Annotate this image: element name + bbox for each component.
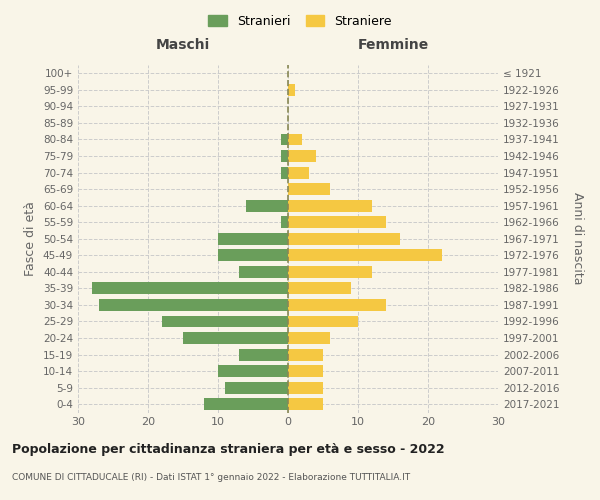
Bar [239, 266, 288, 278]
Bar [288, 134, 302, 145]
Bar [288, 299, 386, 311]
Bar [288, 382, 323, 394]
Bar [288, 398, 323, 410]
Text: Femmine: Femmine [358, 38, 428, 52]
Bar [288, 365, 323, 377]
Bar [281, 216, 288, 228]
Bar [218, 365, 288, 377]
Bar [204, 398, 288, 410]
Bar [288, 332, 330, 344]
Bar [288, 183, 330, 195]
Bar [218, 233, 288, 244]
Bar [288, 84, 295, 96]
Bar [239, 348, 288, 360]
Bar [288, 233, 400, 244]
Bar [288, 150, 316, 162]
Legend: Stranieri, Straniere: Stranieri, Straniere [205, 11, 395, 32]
Bar [288, 166, 309, 178]
Bar [288, 282, 351, 294]
Bar [288, 216, 386, 228]
Bar [281, 166, 288, 178]
Text: Maschi: Maschi [156, 38, 210, 52]
Bar [183, 332, 288, 344]
Bar [218, 250, 288, 262]
Bar [288, 348, 323, 360]
Bar [288, 266, 372, 278]
Bar [225, 382, 288, 394]
Bar [246, 200, 288, 211]
Bar [92, 282, 288, 294]
Text: Popolazione per cittadinanza straniera per età e sesso - 2022: Popolazione per cittadinanza straniera p… [12, 442, 445, 456]
Bar [288, 316, 358, 328]
Y-axis label: Fasce di età: Fasce di età [25, 202, 37, 276]
Bar [288, 250, 442, 262]
Y-axis label: Anni di nascita: Anni di nascita [571, 192, 584, 285]
Text: COMUNE DI CITTADUCALE (RI) - Dati ISTAT 1° gennaio 2022 - Elaborazione TUTTITALI: COMUNE DI CITTADUCALE (RI) - Dati ISTAT … [12, 472, 410, 482]
Bar [99, 299, 288, 311]
Bar [281, 150, 288, 162]
Bar [162, 316, 288, 328]
Bar [281, 134, 288, 145]
Bar [288, 200, 372, 211]
